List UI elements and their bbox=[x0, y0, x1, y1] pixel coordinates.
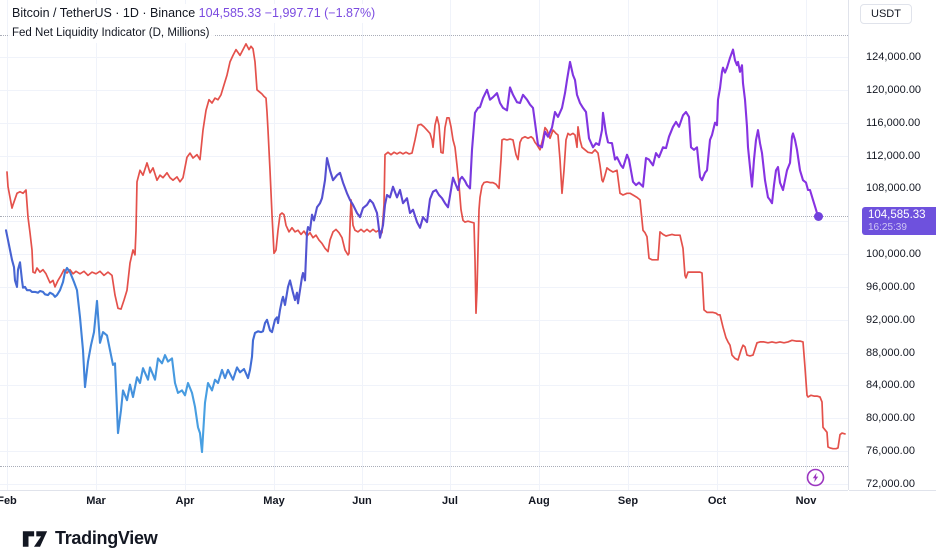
horizontal-gridline bbox=[0, 57, 848, 58]
price-tick-label: 96,000.00 bbox=[866, 280, 915, 293]
price-chart-plot[interactable] bbox=[0, 0, 849, 490]
btc-price-line bbox=[4, 48, 820, 454]
price-tick-label: 116,000.00 bbox=[866, 116, 921, 129]
price-tick-label: 80,000.00 bbox=[866, 412, 915, 425]
vertical-gridline bbox=[628, 0, 629, 490]
chart-lines bbox=[4, 43, 846, 454]
vertical-gridline bbox=[450, 0, 451, 490]
vertical-gridline bbox=[96, 0, 97, 490]
tradingview-logo-text: TradingView bbox=[55, 528, 158, 548]
time-axis[interactable]: Feb Mar Apr May Jun Jul Aug Sep Oct Nov bbox=[0, 490, 848, 515]
horizontal-gridline bbox=[0, 451, 848, 453]
vertical-gridline bbox=[185, 0, 186, 490]
vertical-gridline bbox=[539, 0, 540, 490]
dotted-level-line bbox=[0, 34, 848, 36]
horizontal-gridline bbox=[0, 122, 848, 124]
price-tick-label: 124,000.00 bbox=[866, 51, 922, 63]
price-tick-label: 112,000.00 bbox=[866, 149, 921, 162]
month-label: May bbox=[263, 495, 285, 507]
month-label: Sep bbox=[617, 495, 639, 507]
horizontal-gridline bbox=[0, 352, 848, 354]
indicator-row[interactable]: Fed Net Liquidity Indicator (D, Millions… bbox=[8, 24, 214, 43]
horizontal-gridline bbox=[0, 418, 848, 420]
price-tick-label: 76,000.00 bbox=[866, 445, 915, 458]
price-tick-label: 88,000.00 bbox=[866, 346, 915, 359]
horizontal-gridline bbox=[0, 484, 848, 485]
badge-price: 104,585.33 bbox=[868, 209, 926, 221]
price-tick-label: 84,000.00 bbox=[866, 379, 915, 392]
horizontal-gridline bbox=[0, 188, 848, 190]
tradingview-logo[interactable]: TradingView bbox=[22, 528, 158, 549]
month-label: Aug bbox=[528, 495, 550, 507]
horizontal-gridline bbox=[0, 221, 848, 223]
time-axis-corner bbox=[849, 490, 936, 515]
vertical-gridline bbox=[806, 0, 807, 490]
month-label: Nov bbox=[795, 495, 817, 507]
vertical-gridline bbox=[717, 0, 718, 490]
horizontal-gridline bbox=[0, 89, 848, 91]
vertical-gridline bbox=[274, 0, 275, 490]
lightning-boost-button[interactable] bbox=[806, 468, 825, 490]
month-label: Oct bbox=[707, 495, 727, 507]
liquidity-indicator-line bbox=[6, 43, 846, 450]
dotted-level-line bbox=[0, 465, 848, 467]
price-tick-label: 100,000.00 bbox=[866, 248, 922, 261]
last-price-dot bbox=[813, 211, 823, 221]
lightning-icon bbox=[806, 468, 825, 487]
last-price-badge: 104,585.33 16:25:39 bbox=[862, 207, 936, 235]
price-tick-label: 92,000.00 bbox=[866, 313, 915, 326]
month-label: Jun bbox=[352, 495, 372, 507]
horizontal-gridline bbox=[0, 254, 848, 256]
symbol-row[interactable]: Bitcoin / TetherUS · 1D · Binance 104,58… bbox=[8, 4, 380, 23]
month-label: Apr bbox=[175, 495, 195, 507]
badge-time: 16:25:39 bbox=[868, 222, 907, 233]
horizontal-gridline bbox=[0, 286, 848, 288]
month-label: Jul bbox=[442, 495, 458, 507]
symbol-change: −1,997.71 (−1.87%) bbox=[264, 6, 376, 20]
price-tick-label: 72,000.00 bbox=[866, 478, 915, 490]
indicator-title[interactable]: Fed Net Liquidity Indicator (D, Millions… bbox=[12, 27, 210, 39]
month-label: Feb bbox=[0, 495, 17, 507]
currency-unit-button[interactable]: USDT bbox=[860, 4, 912, 24]
horizontal-gridline bbox=[0, 155, 848, 157]
vertical-gridline bbox=[7, 0, 8, 490]
horizontal-gridline bbox=[0, 385, 848, 387]
tradingview-mark-icon bbox=[22, 530, 48, 547]
price-tick-label: 120,000.00 bbox=[866, 83, 922, 96]
symbol-title[interactable]: Bitcoin / TetherUS · 1D · Binance bbox=[12, 6, 196, 20]
price-tick-label: 108,000.00 bbox=[866, 182, 922, 195]
price-scale[interactable]: USDT 124,000.00 120,000.00 116,000.00 112,0… bbox=[849, 0, 936, 490]
horizontal-gridline bbox=[0, 319, 848, 321]
month-label: Mar bbox=[86, 495, 106, 507]
chart-legend: Bitcoin / TetherUS · 1D · Binance 104,58… bbox=[8, 4, 380, 43]
vertical-gridline bbox=[362, 0, 363, 490]
symbol-last-price: 104,585.33 bbox=[198, 6, 262, 20]
